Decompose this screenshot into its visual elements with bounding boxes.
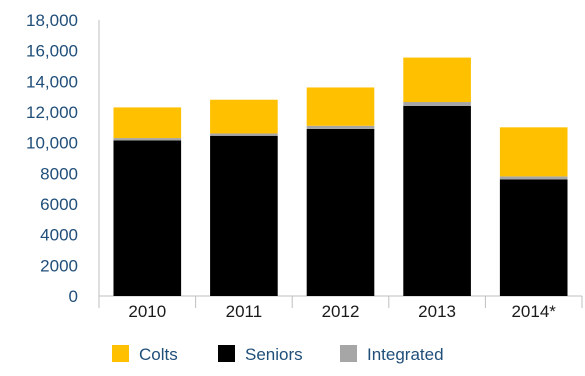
bar-seniors [210,135,278,296]
legend-swatch-integrated [340,345,357,362]
y-tick-label: 0 [69,287,78,306]
x-tick-label: 2013 [418,302,456,321]
y-tick-label: 6000 [40,195,78,214]
legend-swatch-seniors [218,345,235,362]
bar-integrated [306,125,375,129]
bar-seniors [403,105,471,296]
bar-integrated [499,176,568,180]
y-tick-label: 2000 [40,256,78,275]
bar-seniors [499,179,568,296]
y-tick-label: 8000 [40,164,78,183]
legend-swatch-colts [112,345,129,362]
legend-label-colts: Colts [139,345,178,364]
x-tick-label: 2011 [226,302,263,321]
y-tick-label: 10,000 [26,134,78,153]
y-tick-label: 4000 [40,226,78,245]
y-tick-label: 16,000 [26,42,78,61]
x-tick-label: 2014* [511,302,556,321]
bar-integrated [210,133,278,136]
bar-colts [113,107,182,139]
bar-seniors [306,128,375,296]
y-tick-label: 18,000 [26,11,78,30]
y-tick-label: 12,000 [26,103,78,122]
bar-integrated [113,138,182,141]
y-tick-label: 14,000 [26,72,78,91]
x-tick-label: 2012 [322,302,360,321]
bar-colts [403,57,471,103]
bar-seniors [113,140,182,296]
bar-colts [499,127,568,177]
x-tick-label: 2010 [128,302,166,321]
legend-label-integrated: Integrated [367,345,444,364]
bar-colts [210,99,278,134]
bar-colts [306,87,375,126]
legend-label-seniors: Seniors [245,345,303,364]
bar-integrated [403,102,471,106]
